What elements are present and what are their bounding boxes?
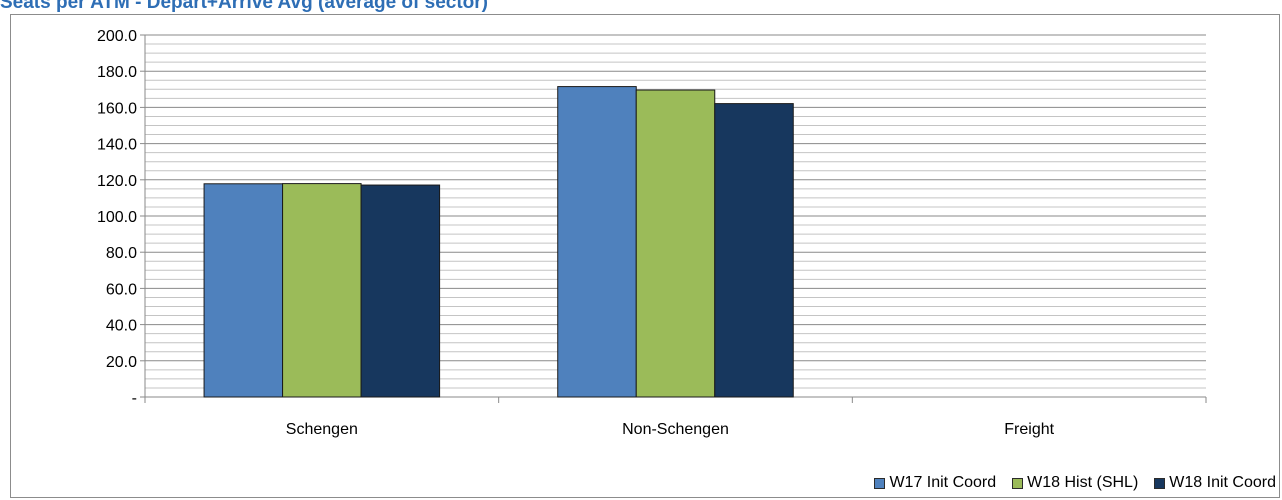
legend-item: W18 Hist (SHL) [1012, 474, 1138, 492]
bar-w18-hist-shl [282, 183, 362, 398]
legend-item: W18 Init Coord [1154, 474, 1276, 492]
legend-label: W18 Hist (SHL) [1027, 474, 1139, 491]
y-tick-label: 80.0 [106, 245, 137, 262]
y-tick-label: 140.0 [97, 137, 137, 154]
y-tick-label: 180.0 [97, 64, 137, 81]
bar-w18-init-coord [714, 103, 794, 398]
bar-w17-init-coord [557, 86, 637, 398]
bar-w18-init-coord [360, 184, 441, 398]
x-category-label: Freight [1004, 421, 1054, 438]
y-tick-label: 60.0 [106, 281, 137, 298]
legend-swatch [1012, 477, 1024, 489]
chart-title: Seats per ATM - Depart+Arrive Avg (avera… [0, 0, 488, 13]
legend-swatch [874, 477, 886, 489]
chart-legend: W17 Init Coord W18 Hist (SHL) W18 Init Coo… [874, 472, 1276, 494]
legend-swatch [1154, 477, 1166, 489]
y-tick-label: 200.0 [97, 28, 137, 45]
legend-item: W17 Init Coord [874, 474, 996, 492]
y-tick-label: 40.0 [106, 318, 137, 335]
y-tick-label: 120.0 [97, 173, 137, 190]
x-category-label: Schengen [286, 421, 358, 438]
legend-label: W17 Init Coord [889, 474, 997, 491]
y-tick-label: 160.0 [97, 100, 137, 117]
y-tick-label: - [132, 390, 137, 407]
y-tick-label: 20.0 [106, 354, 137, 371]
x-category-label: Non-Schengen [622, 421, 729, 438]
bar-w17-init-coord [203, 183, 284, 398]
legend-label: W18 Init Coord [1169, 474, 1276, 491]
bar-w18-hist-shl [635, 89, 716, 398]
y-tick-label: 100.0 [97, 209, 137, 226]
